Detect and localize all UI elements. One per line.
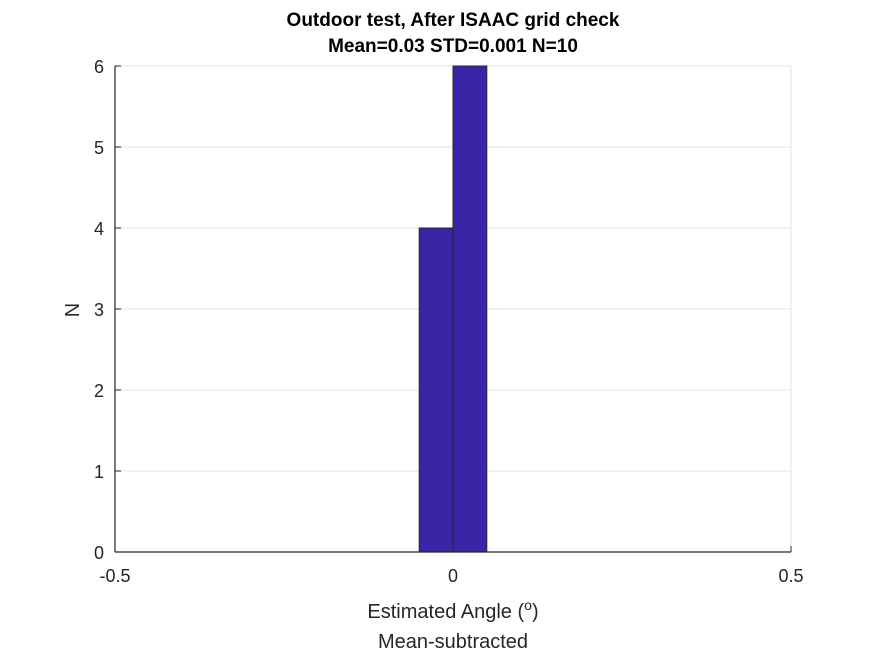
histogram-bar: [418, 227, 454, 553]
y-axis-label: N: [62, 303, 84, 317]
x-axis-label: Estimated Angle (o): [367, 597, 538, 623]
y-tick-label: 6: [94, 57, 104, 77]
y-tick-labels: 0 1 2 3 4 5 6: [94, 57, 121, 563]
x-axis-label-main: Estimated Angle (: [367, 601, 524, 623]
x-tick-label: -0.5: [99, 566, 130, 586]
y-tick-label: 4: [94, 219, 104, 239]
y-tick-label: 5: [94, 138, 104, 158]
y-tick-label: 1: [94, 462, 104, 482]
chart-subtitle: Mean=0.03 STD=0.001 N=10: [328, 36, 578, 57]
histogram-bar: [452, 65, 488, 553]
x-axis-label-close: ): [532, 601, 539, 623]
histogram-bars: [418, 65, 488, 553]
x-tick-label: 0.5: [778, 566, 803, 586]
y-tick-label: 0: [94, 543, 104, 563]
x-axis-label-line2: Mean-subtracted: [378, 631, 528, 653]
y-tick-label: 2: [94, 381, 104, 401]
chart-title: Outdoor test, After ISAAC grid check: [287, 10, 620, 31]
x-tick-labels: -0.5 0 0.5: [99, 546, 804, 586]
x-axis-label-superscript: o: [524, 597, 532, 613]
y-tick-label: 3: [94, 300, 104, 320]
x-tick-label: 0: [448, 566, 458, 586]
